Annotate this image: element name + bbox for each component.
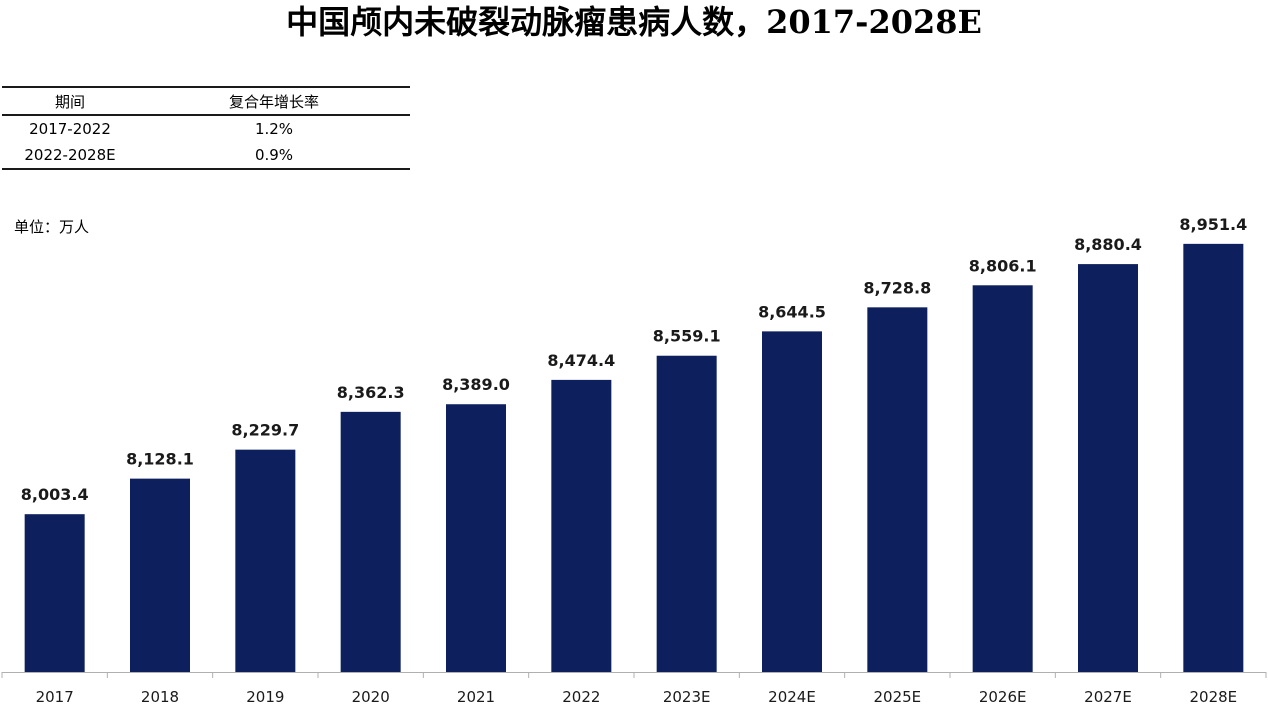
cagr-table-header-row: 期间 复合年增长率 <box>2 86 410 116</box>
cagr-header-period: 期间 <box>2 86 138 116</box>
bar-2022 <box>551 379 612 672</box>
x-tick-label-2019: 2019 <box>246 688 284 706</box>
data-label-2026E: 8,806.1 <box>969 256 1037 275</box>
cagr-table-row: 2017-2022 1.2% <box>2 115 410 142</box>
x-tick-label-2021: 2021 <box>457 688 495 706</box>
unit-label: 单位：万人 <box>14 218 90 236</box>
x-tick-label-2024E: 2024E <box>768 688 816 706</box>
x-tick-label-2027E: 2027E <box>1084 688 1132 706</box>
x-tick-label-2026E: 2026E <box>979 688 1027 706</box>
x-tick-label-2023E: 2023E <box>663 688 711 706</box>
bar-2026E <box>972 285 1033 672</box>
bar-2027E <box>1078 264 1138 672</box>
cagr-header-rate: 复合年增长率 <box>138 86 410 116</box>
data-label-2025E: 8,728.8 <box>863 278 931 297</box>
data-label-2024E: 8,644.5 <box>758 302 826 321</box>
x-tick-label-2017: 2017 <box>36 688 74 706</box>
bar-2023E <box>656 355 717 672</box>
x-tick-label-2020: 2020 <box>352 688 390 706</box>
cagr-period-cell: 2022-2028E <box>2 142 138 170</box>
cagr-table: 期间 复合年增长率 2017-2022 1.2% 2022-2028E 0.9% <box>2 86 410 170</box>
x-tick-label-2022: 2022 <box>562 688 600 706</box>
data-label-2018: 8,128.1 <box>126 450 194 469</box>
data-label-2019: 8,229.7 <box>231 421 299 440</box>
data-label-2017: 8,003.4 <box>21 485 89 504</box>
data-label-2028E: 8,951.4 <box>1179 215 1247 234</box>
data-label-2022: 8,474.4 <box>547 351 615 370</box>
cagr-rate-cell: 1.2% <box>254 120 294 138</box>
bar-2020 <box>340 411 401 672</box>
bar-2024E <box>762 331 822 672</box>
data-label-2027E: 8,880.4 <box>1074 235 1142 254</box>
bar-2019 <box>235 449 296 672</box>
bar-2028E <box>1183 243 1244 673</box>
x-tick-label-2025E: 2025E <box>874 688 922 706</box>
cagr-table-row: 2022-2028E 0.9% <box>2 142 410 170</box>
bar-2018 <box>130 478 190 672</box>
x-tick-label-2018: 2018 <box>141 688 179 706</box>
bar-2025E <box>867 307 928 672</box>
data-label-2020: 8,362.3 <box>337 383 405 402</box>
x-tick-label-2028E: 2028E <box>1190 688 1238 706</box>
chart-title: 中国颅内未破裂动脉瘤患病人数，2017-2028E <box>286 3 982 41</box>
bar-2021 <box>446 404 506 672</box>
data-label-2023E: 8,559.1 <box>653 327 721 346</box>
cagr-rate-cell: 0.9% <box>138 142 410 170</box>
data-label-2021: 8,389.0 <box>442 375 510 394</box>
cagr-period-cell: 2017-2022 <box>29 120 111 138</box>
bar-2017 <box>24 514 85 672</box>
